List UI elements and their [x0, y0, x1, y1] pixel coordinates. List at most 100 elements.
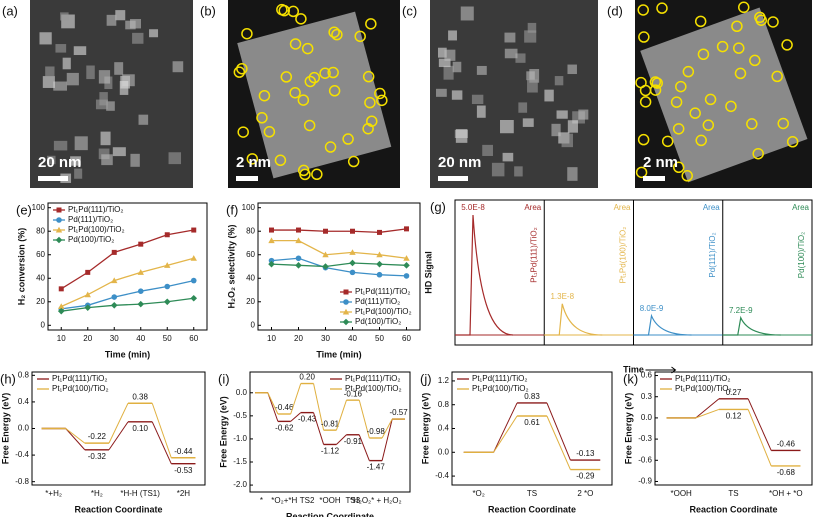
value-label: -0.46 [777, 440, 796, 449]
nanocrystal [53, 140, 68, 151]
marker-circle [289, 38, 302, 50]
marker [56, 217, 62, 223]
marker-circle [328, 85, 341, 97]
x-tick-label: *2H [177, 489, 191, 498]
marker-circle [241, 27, 253, 40]
nanocrystal [125, 20, 136, 30]
marker-circle [786, 136, 799, 148]
catalyst-label: Pt₁Pd(100)/TiO₂ [619, 227, 628, 284]
nanocrystal [55, 44, 67, 53]
marker [111, 249, 117, 255]
marker-circle [278, 4, 290, 17]
marker [295, 262, 302, 269]
marker-circle [376, 94, 388, 107]
marker-circle [670, 96, 683, 108]
value-label: -0.16 [344, 389, 363, 398]
x-tick-label: *O₂+*H [271, 496, 297, 505]
connector [493, 415, 518, 453]
y-tick-label: -2.0 [233, 480, 247, 489]
y-tick-label: 0.3 [641, 392, 653, 401]
nanocrystal [504, 48, 518, 59]
y-tick-label: 1.2 [438, 376, 450, 385]
x-tick-label: 50 [375, 334, 384, 343]
marker-circle [303, 119, 316, 132]
marker [84, 291, 91, 298]
marker-circle [237, 126, 249, 138]
panel-label: (i) [218, 371, 230, 386]
legend-label: Pt₁Pd(100)/TiO₂ [345, 384, 402, 393]
area-label: Area [792, 203, 809, 212]
marker-circle [697, 48, 710, 60]
marker [137, 300, 145, 308]
peak [544, 303, 603, 336]
plot-frame [249, 371, 411, 493]
nanocrystal [115, 10, 126, 21]
value-label: 0.61 [524, 418, 540, 427]
marker-circle [702, 119, 715, 131]
nanocrystal [551, 123, 561, 137]
marker-circle [737, 1, 750, 14]
marker [56, 207, 62, 213]
connector [65, 428, 86, 451]
y-tick-label: 0.0 [18, 424, 30, 433]
peak-label: 7.2E-9 [729, 306, 753, 315]
marker-circle [637, 4, 649, 16]
nanocrystal [443, 65, 454, 80]
y-axis-label: HD Signal [423, 251, 433, 294]
marker-circle [689, 107, 701, 119]
x-tick-label: 40 [348, 334, 357, 343]
nanocrystal [138, 114, 149, 125]
marker-circle [749, 54, 761, 67]
value-label: 0.27 [726, 388, 742, 397]
marker [111, 294, 118, 300]
y-tick-label: 60 [246, 250, 255, 259]
x-tick-label: *OOH [670, 489, 692, 498]
panel-label: (a) [2, 3, 18, 18]
peak-label: 5.0E-8 [461, 203, 485, 212]
legend-label: Pt₁Pd(111)/TiO₂ [472, 374, 527, 383]
marker [164, 283, 171, 290]
nanocrystal [98, 70, 111, 84]
nanocrystal [119, 80, 129, 95]
nanocrystal [451, 90, 463, 100]
series-line [61, 297, 194, 312]
marker-circle [704, 93, 717, 106]
marker-circle [364, 96, 376, 109]
nanocrystal [168, 152, 182, 165]
marker [190, 277, 197, 284]
peak [633, 313, 692, 336]
x-tick-label: TS [728, 489, 738, 498]
y-tick-label: 0.0 [438, 447, 450, 456]
nanocrystal [436, 88, 447, 97]
nanocrystal [112, 147, 126, 157]
marker-circle [374, 87, 386, 100]
catalyst-label: Pt₁Pd(111)/TiO₂ [529, 227, 538, 282]
connector [267, 392, 279, 415]
x-axis-label: Reaction Coordinate [488, 504, 576, 514]
marker [111, 277, 118, 284]
marker [349, 259, 356, 267]
nanocrystal [62, 57, 71, 70]
nanocrystal [86, 65, 95, 80]
marker [110, 302, 118, 309]
x-tick-label: 60 [402, 334, 411, 343]
nanocrystal [527, 79, 538, 93]
marker-circle [274, 154, 287, 167]
marker [343, 289, 349, 295]
x-tick-label: 30 [321, 334, 330, 343]
marker [190, 255, 197, 261]
nanocrystal [567, 167, 578, 181]
nanocrystal [554, 76, 564, 86]
scale-bar [438, 176, 468, 181]
marker [58, 303, 65, 309]
marker-circle [311, 168, 323, 181]
connector [358, 434, 370, 461]
x-tick-label: 60 [189, 334, 198, 343]
particle [640, 7, 808, 183]
nanocrystal [578, 109, 589, 120]
value-label: 0.20 [299, 373, 315, 382]
y-tick-label: -0.5 [233, 411, 247, 420]
nanocrystal [529, 69, 540, 83]
scale-bar [236, 176, 258, 181]
